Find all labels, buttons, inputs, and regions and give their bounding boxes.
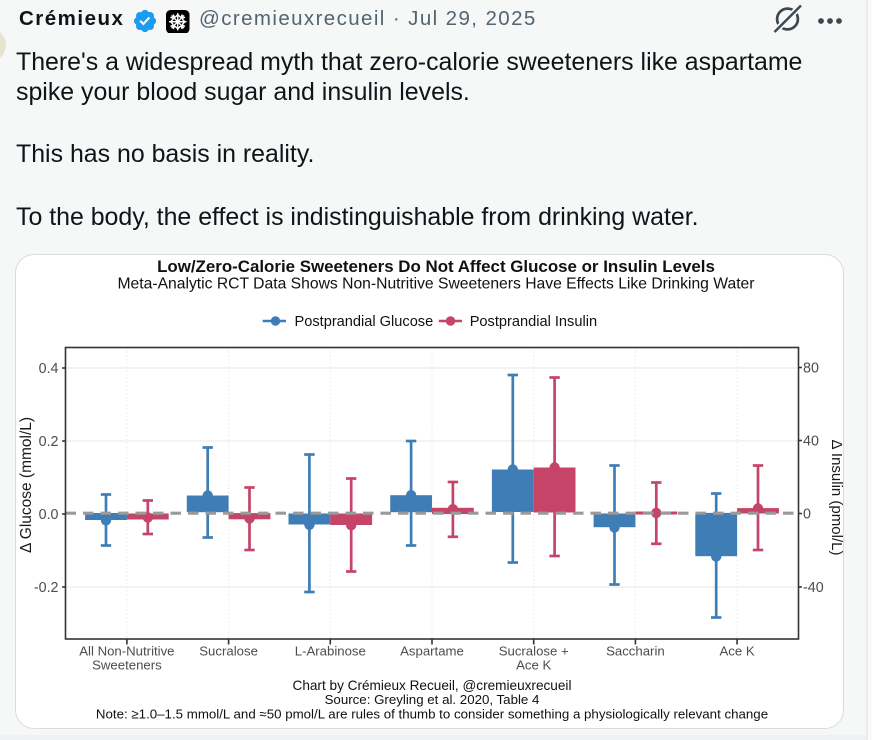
svg-text:Sucralose +: Sucralose + (499, 643, 569, 658)
svg-text:Postprandial Insulin: Postprandial Insulin (470, 314, 597, 330)
svg-text:0.4: 0.4 (39, 360, 59, 376)
svg-text:Ace K: Ace K (720, 643, 755, 658)
svg-text:Saccharin: Saccharin (606, 643, 665, 658)
svg-text:All Non-Nutritive: All Non-Nutritive (79, 643, 174, 658)
svg-text:40: 40 (803, 433, 819, 449)
svg-text:0.0: 0.0 (39, 506, 59, 522)
svg-text:Δ Insulin (pmol/L): Δ Insulin (pmol/L) (828, 439, 844, 555)
svg-text:Postprandial Glucose: Postprandial Glucose (295, 314, 434, 330)
svg-text:0: 0 (803, 506, 811, 522)
svg-text:80: 80 (803, 360, 819, 376)
svg-text:Meta-Analytic RCT Data Shows N: Meta-Analytic RCT Data Shows Non-Nutriti… (117, 275, 754, 292)
svg-text:Sweeteners: Sweeteners (92, 657, 162, 672)
svg-text:0.2: 0.2 (39, 433, 59, 449)
svg-text:Sucralose: Sucralose (199, 643, 258, 658)
svg-text:Chart by Crémieux Recueil, @cr: Chart by Crémieux Recueil, @cremieuxrecu… (293, 677, 572, 692)
svg-text:Aspartame: Aspartame (400, 643, 464, 658)
svg-text:Note: ≥1.0–1.5 mmol/L and ≈50: Note: ≥1.0–1.5 mmol/L and ≈50 pmol/L are… (96, 706, 768, 721)
svg-text:-0.2: -0.2 (34, 579, 59, 595)
svg-text:Δ Glucose (mmol/L): Δ Glucose (mmol/L) (18, 416, 35, 552)
svg-text:Ace K: Ace K (516, 657, 551, 672)
svg-text:Low/Zero-Calorie Sweeteners Do: Low/Zero-Calorie Sweeteners Do Not Affec… (157, 256, 715, 275)
svg-text:Source: Greyling et al. 2020,: Source: Greyling et al. 2020, Table 4 (325, 692, 540, 707)
svg-text:L-Arabinose: L-Arabinose (295, 643, 366, 658)
svg-text:-40: -40 (803, 579, 824, 595)
